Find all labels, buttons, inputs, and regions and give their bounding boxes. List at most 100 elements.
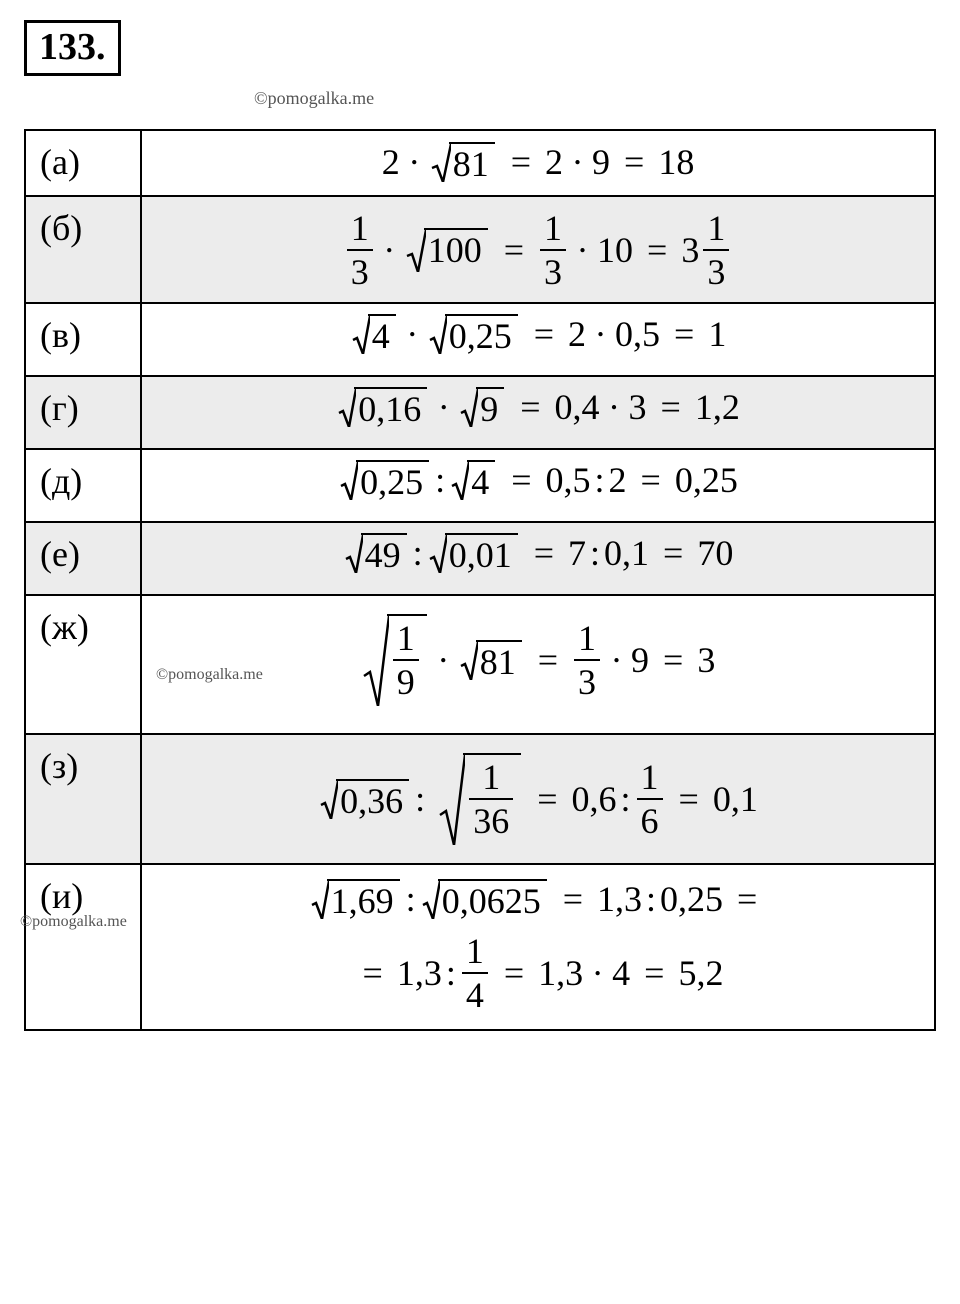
fraction: 1 3	[540, 210, 566, 290]
table-row: (в) 4 ∙ 0,25 = 2 ∙ 0,5 = 1	[25, 303, 935, 376]
dot: ∙	[379, 232, 400, 268]
radicand: 4	[471, 464, 489, 500]
solutions-table: (а) 2 ∙ 81 = 2 ∙ 9 = 18 (б) 1 3 ∙	[24, 129, 936, 1031]
table-row: (ж) ©pomogalka.me 1 9 ∙ 81 = 1 3	[25, 595, 935, 734]
dot: ∙	[604, 389, 625, 425]
eq: =	[528, 642, 568, 678]
table-row: (г) 0,16 ∙ 9 = 0,4 ∙ 3 = 1,2	[25, 376, 935, 449]
row-label-d: (д)	[25, 449, 141, 522]
fraction: 1 6	[637, 759, 663, 839]
sqrt: 4	[352, 314, 396, 354]
watermark-inline: ©pomogalka.me	[156, 666, 263, 684]
sqrt: 0,16	[338, 387, 427, 427]
mixed-number: 3 1 3	[681, 210, 731, 290]
div: :	[415, 781, 425, 817]
num: 1,3	[538, 955, 583, 991]
result: 0,1	[713, 781, 758, 817]
numerator: 1	[478, 759, 504, 798]
num: 9	[592, 144, 610, 180]
div: :	[590, 535, 600, 571]
radicand: 9	[480, 391, 498, 427]
num: 2	[568, 316, 586, 352]
numerator: 1	[347, 210, 373, 249]
div: :	[413, 535, 423, 571]
num: 0,4	[555, 389, 600, 425]
dot: ∙	[587, 955, 608, 991]
sqrt: 100	[406, 228, 488, 272]
row-label-z: (з)	[25, 734, 141, 864]
eq: =	[651, 389, 691, 425]
row-label-e: (е)	[25, 522, 141, 595]
row-expr-e: 49 : 0,01 = 7 : 0,1 = 70	[141, 522, 935, 595]
sqrt: 1 36	[439, 753, 521, 845]
sqrt: 1 9	[363, 614, 427, 706]
eq: =	[637, 232, 677, 268]
num: 0,25	[660, 881, 723, 917]
dot: ∙	[402, 316, 423, 352]
eq: =	[553, 881, 593, 917]
dot: ∙	[404, 144, 425, 180]
row-label-i: (и) ©pomogalka.me	[25, 864, 141, 1030]
numerator: 1	[462, 933, 488, 972]
eq: =	[669, 781, 709, 817]
table-row: (и) ©pomogalka.me 1,69 : 0,0625 = 1,3 : …	[25, 864, 935, 1030]
row-expr-zh: ©pomogalka.me 1 9 ∙ 81 = 1 3	[141, 595, 935, 734]
eq: =	[353, 955, 393, 991]
radicand: 0,36	[340, 783, 403, 819]
div: :	[621, 781, 631, 817]
sqrt: 4	[451, 460, 495, 500]
dot: ∙	[567, 144, 588, 180]
radicand: 100	[428, 232, 482, 268]
eq: =	[631, 462, 671, 498]
div: :	[406, 881, 416, 917]
watermark-inline: ©pomogalka.me	[20, 913, 127, 931]
eq: =	[494, 232, 534, 268]
dot: ∙	[606, 642, 627, 678]
numerator: 1	[574, 620, 600, 659]
fraction: 1 4	[462, 933, 488, 1013]
eq: =	[501, 462, 541, 498]
sqrt: 1,69	[311, 879, 400, 919]
num: 9	[631, 642, 649, 678]
sqrt: 0,36	[320, 779, 409, 819]
num: 3	[629, 389, 647, 425]
watermark-top: ©pomogalka.me	[254, 88, 936, 109]
problem-number: 133.	[24, 20, 121, 76]
row-label-b: (б)	[25, 196, 141, 303]
sqrt: 49	[345, 533, 407, 573]
div: :	[435, 462, 445, 498]
result: 0,25	[675, 462, 738, 498]
result: 1,2	[695, 389, 740, 425]
result: 1	[708, 316, 726, 352]
row-label-a: (а)	[25, 130, 141, 196]
num: 0,5	[615, 316, 660, 352]
row-expr-g: 0,16 ∙ 9 = 0,4 ∙ 3 = 1,2	[141, 376, 935, 449]
eq: =	[664, 316, 704, 352]
num: 0,5	[546, 462, 591, 498]
radicand: 0,25	[449, 318, 512, 354]
row-label-zh: (ж)	[25, 595, 141, 734]
dot: ∙	[433, 642, 454, 678]
eq: =	[727, 881, 767, 917]
fraction: 1 3	[347, 210, 373, 290]
num: 4	[612, 955, 630, 991]
sqrt: 0,25	[429, 314, 518, 354]
numerator: 1	[703, 210, 729, 249]
sqrt: 81	[460, 640, 522, 680]
denominator: 9	[393, 659, 419, 700]
result: 18	[658, 144, 694, 180]
table-row: (е) 49 : 0,01 = 7 : 0,1 = 70	[25, 522, 935, 595]
radicand: 0,16	[358, 391, 421, 427]
radicand: 4	[372, 318, 390, 354]
radicand: 1,69	[331, 883, 394, 919]
sqrt: 0,25	[340, 460, 429, 500]
eq: =	[614, 144, 654, 180]
row-label-g: (г)	[25, 376, 141, 449]
eq: =	[653, 642, 693, 678]
num: 0,1	[604, 535, 649, 571]
dot: ∙	[572, 232, 593, 268]
integer-part: 3	[681, 232, 699, 268]
radicand: 81	[480, 644, 516, 680]
fraction: 1 36	[469, 759, 513, 839]
denominator: 3	[347, 249, 373, 290]
